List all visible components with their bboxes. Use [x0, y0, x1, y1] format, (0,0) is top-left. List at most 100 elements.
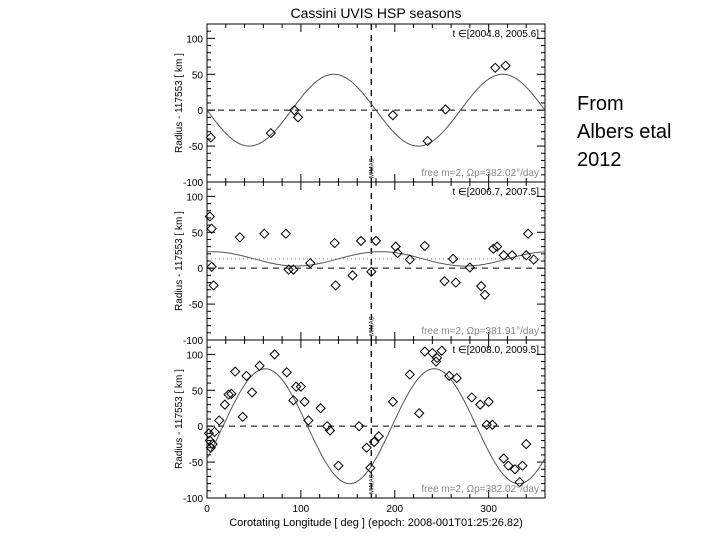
data-point — [422, 135, 433, 147]
data-point — [475, 280, 487, 292]
data-point — [283, 264, 294, 275]
y-axis-label: Radius - 117553 [ km ] — [174, 53, 185, 153]
data-point — [503, 460, 514, 471]
data-point — [475, 399, 486, 410]
data-point — [204, 435, 216, 446]
data-point — [491, 241, 503, 252]
y-tick-label: -100 — [183, 336, 203, 347]
data-point — [208, 280, 219, 291]
panel-frame — [206, 23, 546, 183]
data-point — [404, 254, 416, 265]
y-tick-label: -100 — [183, 178, 203, 189]
data-point — [207, 438, 218, 450]
data-point — [404, 369, 416, 380]
x-tick-label: 300 — [480, 504, 497, 515]
data-point — [427, 347, 438, 359]
data-point — [305, 257, 316, 269]
mimas-label: MIMAS — [369, 474, 375, 494]
data-point — [295, 381, 307, 392]
data-point — [528, 254, 539, 265]
data-point — [209, 426, 220, 438]
x-tick-label: 200 — [386, 504, 403, 515]
panel-frame — [206, 181, 546, 341]
data-point — [347, 270, 358, 281]
caption-line-2: Albers etal — [577, 121, 672, 143]
data-point — [329, 237, 340, 249]
y-tick-label: 0 — [197, 106, 203, 117]
data-point — [237, 411, 248, 423]
y-tick-label: 50 — [192, 386, 204, 397]
data-point — [259, 228, 270, 239]
y-tick-label: 50 — [192, 70, 204, 81]
data-point — [419, 346, 431, 357]
time-range-label: t ∈[2006.7, 2007.5] — [452, 187, 539, 198]
data-point — [498, 250, 509, 261]
data-point — [440, 104, 451, 115]
data-point — [353, 420, 365, 432]
fit-curve — [206, 73, 546, 147]
data-point — [521, 250, 532, 261]
fit-label: free m=2, Ωp=382.02°/day — [421, 168, 539, 179]
data-point — [413, 408, 425, 419]
data-point — [205, 442, 216, 453]
figure-title: Cassini UVIS HSP seasons — [291, 5, 462, 21]
data-point — [265, 127, 277, 139]
data-point — [290, 381, 302, 392]
data-point — [204, 211, 216, 222]
data-point — [206, 223, 217, 234]
data-point — [431, 352, 443, 364]
data-point — [488, 243, 499, 254]
data-point — [419, 240, 431, 252]
y-tick-label: 100 — [186, 192, 203, 203]
data-point — [514, 476, 525, 488]
fit-curve — [206, 251, 546, 267]
data-point — [521, 438, 532, 450]
data-point — [365, 462, 376, 474]
data-point — [444, 370, 455, 382]
data-point — [205, 132, 216, 143]
mimas-label: MIMAS — [369, 158, 375, 178]
caption-line-3: 2012 — [577, 149, 622, 171]
fit-curve — [206, 368, 546, 485]
data-point — [219, 399, 231, 410]
y-tick-label: 50 — [192, 228, 204, 239]
data-point — [280, 228, 292, 239]
data-point — [324, 425, 336, 436]
caption-line-1: From — [577, 93, 624, 115]
data-point — [447, 253, 459, 265]
data-point — [368, 436, 380, 448]
data-point — [333, 460, 344, 471]
data-point — [254, 360, 265, 372]
data-point — [439, 275, 450, 287]
data-point — [466, 392, 477, 403]
data-point — [226, 388, 237, 400]
data-point — [509, 464, 521, 475]
data-point — [370, 235, 382, 247]
data-point — [498, 453, 509, 464]
x-tick-label: 0 — [204, 504, 210, 515]
data-point — [288, 264, 299, 275]
data-point — [373, 431, 385, 442]
data-point — [450, 277, 462, 288]
fit-label: free m=2, Ωp=381.91°/day — [421, 326, 539, 337]
data-point — [289, 104, 300, 116]
data-point — [500, 60, 511, 71]
data-point — [292, 112, 304, 123]
data-point — [361, 442, 372, 453]
mimas-label: MIMAS — [369, 316, 375, 336]
data-point — [288, 395, 299, 406]
x-axis-label: Corotating Longitude [ deg ] (epoch: 200… — [229, 517, 523, 529]
data-point — [387, 396, 399, 407]
data-point — [355, 235, 367, 247]
data-point — [487, 419, 498, 430]
data-point — [303, 415, 314, 426]
data-point — [315, 403, 326, 414]
data-point — [483, 396, 494, 407]
y-axis-label: Radius - 117553 [ km ] — [174, 211, 185, 311]
y-tick-label: -50 — [189, 142, 204, 153]
y-tick-label: 100 — [186, 350, 203, 361]
data-point — [517, 460, 528, 471]
data-point — [234, 232, 246, 243]
y-tick-label: 0 — [197, 264, 203, 275]
